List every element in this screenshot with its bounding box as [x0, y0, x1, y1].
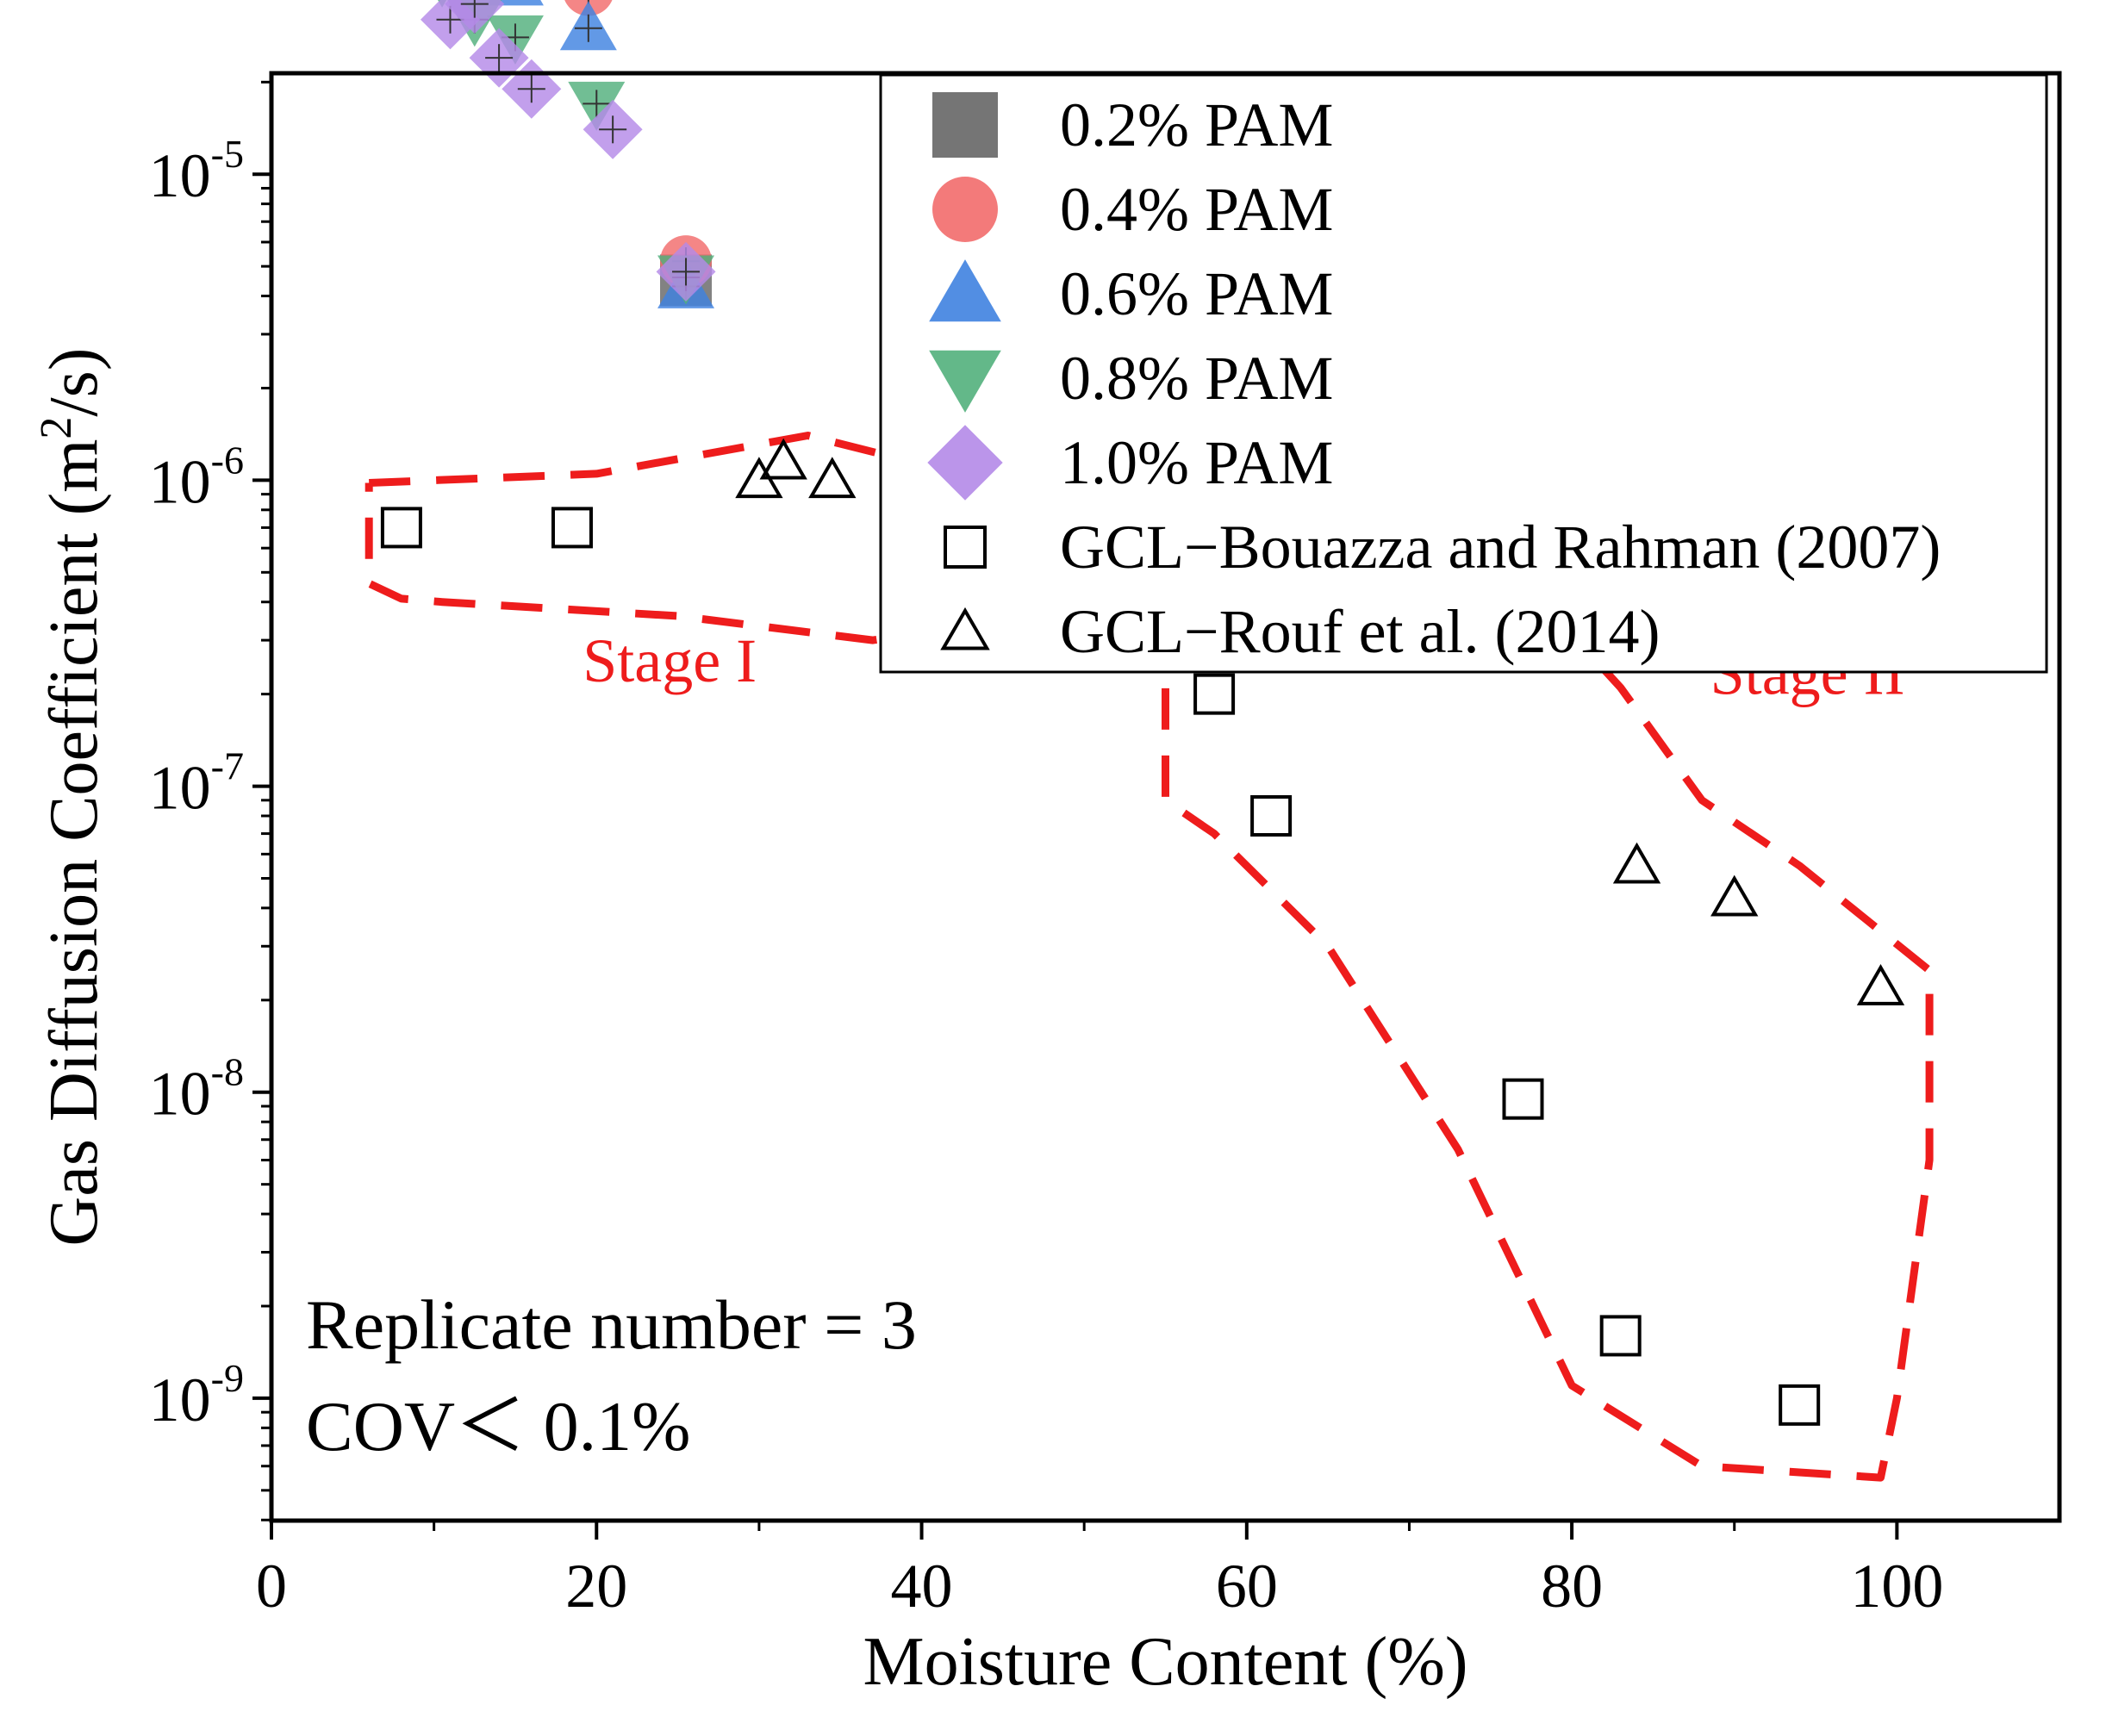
series-7-point-6 [1710, 874, 1759, 917]
series-6-point-1 [380, 507, 422, 549]
legend-label-6: GCL−Bouazza and Rahman (2007) [1060, 513, 1941, 582]
x-axis-label: Moisture Content (%) [863, 1624, 1467, 1700]
series-6-point-5 [1250, 794, 1293, 837]
series-7-point-7 [1856, 964, 1905, 1005]
x-tick-label-0: 0 [256, 1552, 287, 1621]
axis-labels: Moisture Content (%) Gas Diffusion Coeffi… [32, 348, 1468, 1700]
series-7-point-5 [1612, 842, 1661, 884]
series-6-point-8 [1779, 1384, 1821, 1426]
legend-label-7: GCL−Rouf et al. (2014) [1060, 597, 1660, 666]
legend-marker-2 [932, 177, 998, 242]
x-tick-label-1: 20 [565, 1552, 627, 1621]
legend-marker-5 [927, 425, 1003, 501]
plot-frame [269, 71, 2062, 1523]
legend-marker-7 [940, 607, 990, 650]
legend-label-2: 0.4% PAM [1060, 175, 1333, 244]
series-6-point-6 [1502, 1078, 1544, 1120]
x-tick-label-3: 60 [1216, 1552, 1278, 1621]
series-6-point-4 [1193, 673, 1236, 715]
legend-label-3: 0.6% PAM [1060, 259, 1333, 328]
series-6-point-7 [1599, 1315, 1642, 1357]
legend-marker-4 [929, 350, 1001, 413]
legend-label-4: 0.8% PAM [1060, 344, 1333, 413]
x-tick-label-4: 80 [1541, 1552, 1603, 1621]
y-tick-label-2: 10-6 [149, 438, 244, 516]
y-tick-label-3: 10-7 [149, 744, 244, 823]
y-tick-label-5: 10-9 [149, 1356, 244, 1434]
y-tick-label-1: 10-5 [149, 132, 244, 210]
y-tick-label-4: 10-8 [149, 1050, 244, 1129]
x-tick-label-5: 100 [1850, 1552, 1943, 1621]
legend: 0.2% PAM 0.4% PAM 0.6% PAM 0.8% PAM 1.0% PAM… [879, 73, 2048, 674]
legend-marker-6 [944, 526, 987, 569]
stage-label-1: Stage I [583, 626, 757, 695]
legend-label-1: 0.2% PAM [1060, 90, 1333, 159]
x-tick-label-2: 40 [891, 1552, 953, 1621]
y-axis-label: Gas Diffusion Coefficient (m2/s) [32, 348, 112, 1247]
series-7-point-3 [808, 457, 857, 499]
legend-marker-1 [932, 92, 998, 158]
annotation-2: COV＜ 0.1% [306, 1387, 690, 1465]
legend-marker-3 [929, 259, 1001, 322]
data-points [380, 0, 1905, 1426]
annotations: Replicate number = 3 COV＜ 0.1% [306, 1285, 917, 1465]
series-7-point-2 [759, 438, 807, 480]
legend-label-5: 1.0% PAM [1060, 428, 1333, 497]
legend-box [879, 73, 2048, 674]
annotation-1: Replicate number = 3 [306, 1285, 917, 1364]
series-6-point-2 [551, 507, 593, 549]
